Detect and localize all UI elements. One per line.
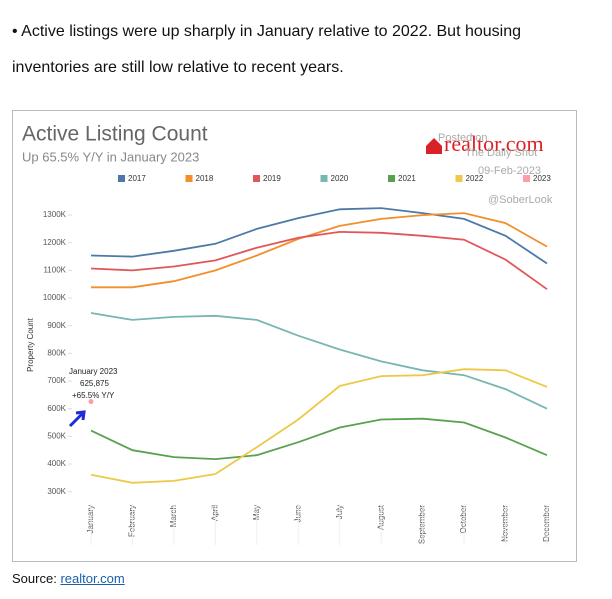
legend-label: 2018	[196, 174, 214, 183]
line	[90, 417, 548, 461]
annotation-line: +65.5% Y/Y	[72, 391, 115, 400]
watermark-line: 09-Feb-2023	[478, 165, 541, 177]
legend-label: 2020	[331, 174, 349, 183]
legend-swatch	[253, 175, 260, 182]
source-link[interactable]: realtor.com	[60, 571, 125, 586]
chart-subtitle: Up 65.5% Y/Y in January 2023	[22, 149, 199, 164]
legend-swatch	[118, 175, 125, 182]
y-tick-label: 300K	[47, 487, 66, 496]
watermark-line: Posted on	[438, 132, 488, 144]
y-tick-label: 400K	[47, 459, 66, 468]
y-tick-label: 500K	[47, 431, 66, 440]
logo: realtor.com	[444, 131, 544, 156]
logo-icon	[426, 138, 442, 154]
line	[91, 212, 548, 289]
y-tick-label: 1000K	[43, 293, 67, 302]
y-tick-label: 1300K	[43, 210, 67, 219]
chart-title: Active Listing Count	[22, 123, 208, 146]
line	[90, 230, 548, 290]
chart-frame	[12, 110, 577, 562]
legend-swatch	[388, 175, 395, 182]
legend-swatch	[185, 175, 193, 182]
line	[90, 368, 548, 484]
legend-label: 2017	[128, 174, 146, 183]
chart: Active Listing Count Up 65.5% Y/Y in Jan…	[12, 110, 577, 562]
annotation: January 2023 625,875 +65.5% Y/Y	[69, 367, 118, 400]
source-label: Source:	[12, 571, 57, 586]
annotation-arrow	[68, 410, 86, 428]
y-tick-label: 900K	[47, 321, 66, 330]
y-tick-label: 800K	[47, 348, 66, 357]
watermark: Posted on The Daily Shot 09-Feb-2023 @So…	[438, 132, 553, 206]
y-tick-label: 600K	[47, 404, 66, 413]
legend-label: 2023	[533, 174, 551, 183]
annotation-line: January 2023	[69, 367, 118, 376]
legend-swatch	[523, 175, 530, 182]
source: Source: realtor.com	[12, 571, 125, 586]
bullet: • Active listings were up sharply in Jan…	[12, 23, 521, 76]
point	[88, 399, 94, 405]
legend-label: 2021	[398, 174, 416, 183]
y-tick-label: 1100K	[43, 266, 66, 275]
line	[90, 312, 548, 410]
watermark-line: The Daily Shot	[465, 147, 537, 159]
legend-swatch	[320, 175, 328, 182]
legend-swatch	[455, 175, 463, 182]
bullet-text: Active listings were up sharply in Janua…	[12, 23, 521, 76]
legend-label: 2022	[466, 174, 484, 183]
line	[90, 207, 548, 265]
legend-label: 2019	[263, 174, 281, 183]
watermark-line: @SoberLook	[488, 194, 553, 206]
annotation-line: 625,875	[80, 379, 109, 388]
y-tick-label: 700K	[47, 376, 66, 385]
y-tick-label: 1200K	[43, 238, 67, 247]
y-axis-label: Property Count	[26, 317, 35, 372]
